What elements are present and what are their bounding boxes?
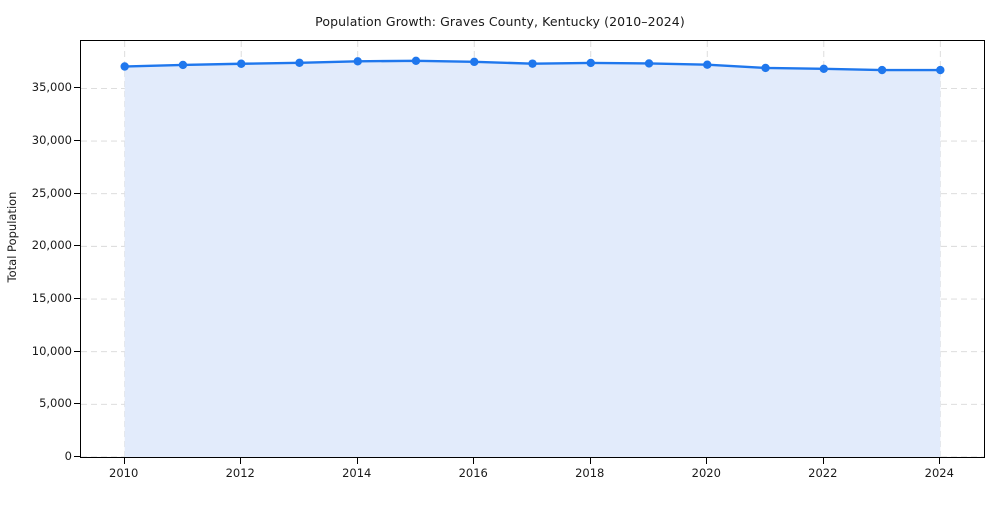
data-point-marker bbox=[120, 62, 129, 71]
data-point-marker bbox=[877, 65, 887, 75]
data-point-marker bbox=[470, 57, 479, 67]
y-axis-tick-mark bbox=[74, 298, 80, 300]
x-axis-tick-mark bbox=[240, 458, 242, 464]
y-axis-tick-label: 30,000 bbox=[31, 133, 72, 148]
plot-area bbox=[80, 40, 985, 458]
y-axis-tick-label: 35,000 bbox=[31, 80, 72, 95]
y-axis-tick-mark bbox=[74, 140, 80, 142]
y-axis-tick-label: 0 bbox=[64, 449, 72, 463]
y-axis-tick-mark bbox=[74, 87, 80, 89]
x-axis-tick-mark bbox=[473, 458, 475, 464]
data-point-markers bbox=[120, 56, 945, 75]
y-axis-tick-mark bbox=[74, 350, 80, 352]
x-axis-tick-label: 2012 bbox=[225, 466, 255, 480]
x-axis-tick-mark bbox=[589, 458, 591, 464]
y-axis-tick-label: 10,000 bbox=[31, 343, 72, 358]
y-axis-tick-label: 15,000 bbox=[31, 291, 72, 306]
data-point-marker bbox=[295, 58, 304, 67]
x-axis-tick-label: 2024 bbox=[924, 466, 954, 480]
x-axis-tick-mark bbox=[356, 458, 358, 464]
x-axis-tick-label: 2014 bbox=[342, 466, 372, 480]
y-axis-tick-mark bbox=[74, 192, 80, 194]
data-point-marker bbox=[586, 58, 595, 68]
x-axis-tick-label: 2018 bbox=[575, 466, 605, 480]
data-point-marker bbox=[237, 59, 246, 68]
data-point-marker bbox=[703, 60, 712, 69]
data-point-marker bbox=[936, 65, 945, 75]
x-axis-tick-mark bbox=[123, 458, 125, 464]
data-point-marker bbox=[644, 59, 654, 68]
data-point-marker bbox=[528, 59, 537, 68]
data-point-marker bbox=[411, 56, 421, 65]
y-axis-tick-mark bbox=[74, 403, 80, 405]
y-axis-tick-label: 5,000 bbox=[39, 396, 72, 411]
y-axis-tick-label: 25,000 bbox=[31, 185, 72, 200]
y-axis-tick-mark bbox=[74, 245, 80, 247]
chart-title: Population Growth: Graves County, Kentuc… bbox=[315, 14, 685, 29]
data-point-marker bbox=[178, 60, 188, 70]
x-axis-tick-label: 2020 bbox=[691, 466, 721, 480]
chart-figure: Population Growth: Graves County, Kentuc… bbox=[0, 0, 985, 500]
data-point-marker bbox=[761, 63, 770, 73]
line-chart-svg bbox=[81, 41, 984, 457]
x-axis-tick-mark bbox=[822, 458, 824, 464]
data-point-marker bbox=[819, 64, 828, 73]
x-axis-tick-mark bbox=[939, 458, 941, 464]
data-point-marker bbox=[353, 57, 362, 66]
x-axis-tick-label: 2016 bbox=[458, 466, 488, 480]
x-axis-tick-label: 2022 bbox=[808, 466, 838, 480]
area-fill bbox=[124, 60, 941, 457]
y-axis-tick-mark bbox=[74, 456, 80, 457]
x-axis-tick-mark bbox=[706, 458, 708, 464]
y-axis-tick-labels: 0 5,000 10,000 15,000 20,000 25,000 30,000 35,0… bbox=[0, 0, 72, 500]
y-axis-tick-label: 20,000 bbox=[31, 238, 72, 253]
x-axis-tick-label: 2010 bbox=[109, 466, 139, 480]
